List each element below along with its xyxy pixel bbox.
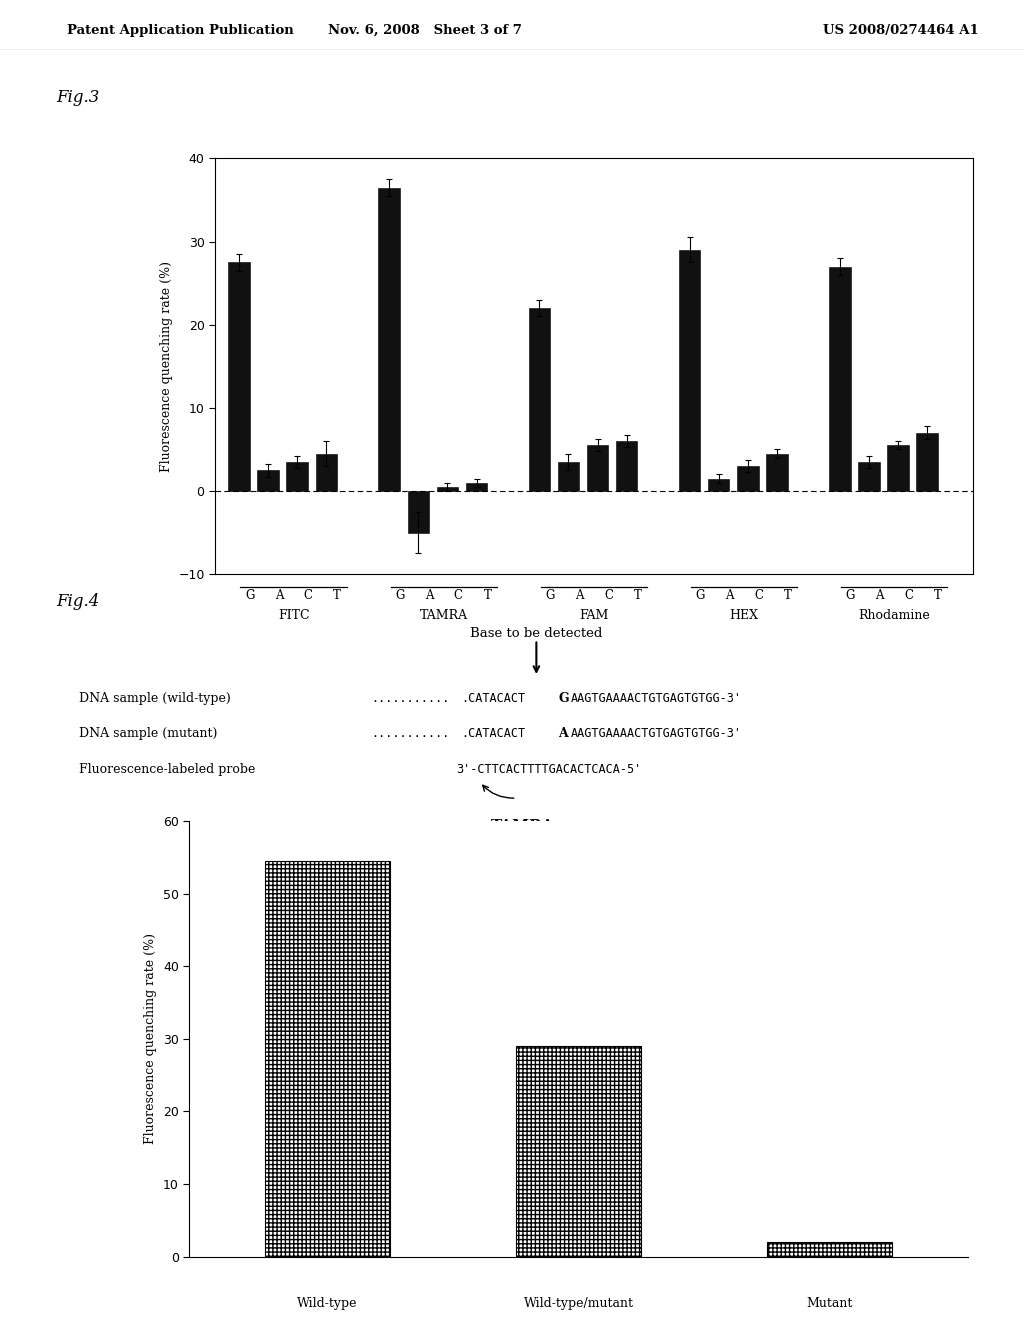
Text: ...........: ........... — [372, 727, 450, 741]
Bar — [767, 1242, 892, 1257]
Bar — [315, 454, 337, 491]
Text: A: A — [876, 589, 884, 602]
Text: .CATACACT: .CATACACT — [461, 727, 525, 741]
Text: Mutant: Mutant — [807, 1296, 853, 1309]
Text: A: A — [558, 727, 567, 741]
Text: Fig.3: Fig.3 — [56, 90, 99, 106]
Text: T: T — [934, 589, 942, 602]
Text: DNA sample (wild-type): DNA sample (wild-type) — [80, 692, 231, 705]
Text: Fig.4: Fig.4 — [56, 594, 99, 610]
Text: T: T — [334, 589, 341, 602]
Text: .CATACACT: .CATACACT — [461, 692, 525, 705]
Text: FAM: FAM — [580, 609, 608, 622]
Text: ...........: ........... — [372, 692, 450, 705]
Bar — [287, 462, 308, 491]
Text: Wild-type: Wild-type — [297, 1296, 357, 1309]
Bar — [679, 249, 700, 491]
Text: AAGTGAAAACTGTGAGTGTGG-3': AAGTGAAAACTGTGAGTGTGG-3' — [571, 692, 742, 705]
Bar — [528, 308, 550, 491]
Text: Wild-type/mutant: Wild-type/mutant — [523, 1296, 634, 1309]
Text: A: A — [275, 589, 284, 602]
Y-axis label: Fluorescence quenching rate (%): Fluorescence quenching rate (%) — [144, 933, 158, 1144]
Text: G: G — [246, 589, 255, 602]
Bar — [558, 462, 580, 491]
Bar — [265, 861, 390, 1257]
Text: 3'-CTTCACTTTTGACACTCACA-5': 3'-CTTCACTTTTGACACTCACA-5' — [457, 763, 642, 776]
Text: C: C — [304, 589, 312, 602]
Text: TAMRA: TAMRA — [490, 820, 554, 833]
Text: A: A — [725, 589, 734, 602]
Text: T: T — [483, 589, 492, 602]
Text: C: C — [454, 589, 463, 602]
Bar — [379, 187, 400, 491]
Bar — [766, 454, 787, 491]
Text: A: A — [425, 589, 433, 602]
Text: Nov. 6, 2008   Sheet 3 of 7: Nov. 6, 2008 Sheet 3 of 7 — [328, 24, 522, 37]
Text: Rhodamine: Rhodamine — [858, 609, 930, 622]
Text: C: C — [754, 589, 763, 602]
Text: Base to be detected: Base to be detected — [470, 627, 602, 640]
Bar — [828, 267, 851, 491]
Text: DNA sample (mutant): DNA sample (mutant) — [80, 727, 218, 741]
Bar — [257, 470, 280, 491]
Text: TAMRA: TAMRA — [420, 609, 468, 622]
Text: FITC: FITC — [278, 609, 309, 622]
Text: Patent Application Publication: Patent Application Publication — [67, 24, 293, 37]
Text: US 2008/0274464 A1: US 2008/0274464 A1 — [823, 24, 979, 37]
Bar — [915, 433, 938, 491]
Text: G: G — [846, 589, 855, 602]
Text: C: C — [604, 589, 613, 602]
Text: T: T — [634, 589, 641, 602]
Bar — [587, 445, 608, 491]
Bar — [615, 441, 638, 491]
Text: A: A — [575, 589, 584, 602]
Bar — [408, 491, 429, 533]
Bar — [887, 445, 908, 491]
Text: AAGTGAAAACTGTGAGTGTGG-3': AAGTGAAAACTGTGAGTGTGG-3' — [571, 727, 742, 741]
Text: Fluorescence-labeled probe: Fluorescence-labeled probe — [80, 763, 256, 776]
Bar — [708, 479, 729, 491]
Text: G: G — [395, 589, 404, 602]
Bar — [858, 462, 880, 491]
Y-axis label: Fluorescence quenching rate (%): Fluorescence quenching rate (%) — [160, 261, 173, 471]
Text: T: T — [783, 589, 792, 602]
Bar — [516, 1045, 641, 1257]
Text: G: G — [695, 589, 706, 602]
Bar — [466, 483, 487, 491]
Bar — [736, 466, 759, 491]
Text: G: G — [546, 589, 555, 602]
Text: HEX: HEX — [729, 609, 759, 622]
Bar — [436, 487, 459, 491]
Bar — [228, 263, 250, 491]
Text: G: G — [558, 692, 568, 705]
Text: C: C — [904, 589, 913, 602]
